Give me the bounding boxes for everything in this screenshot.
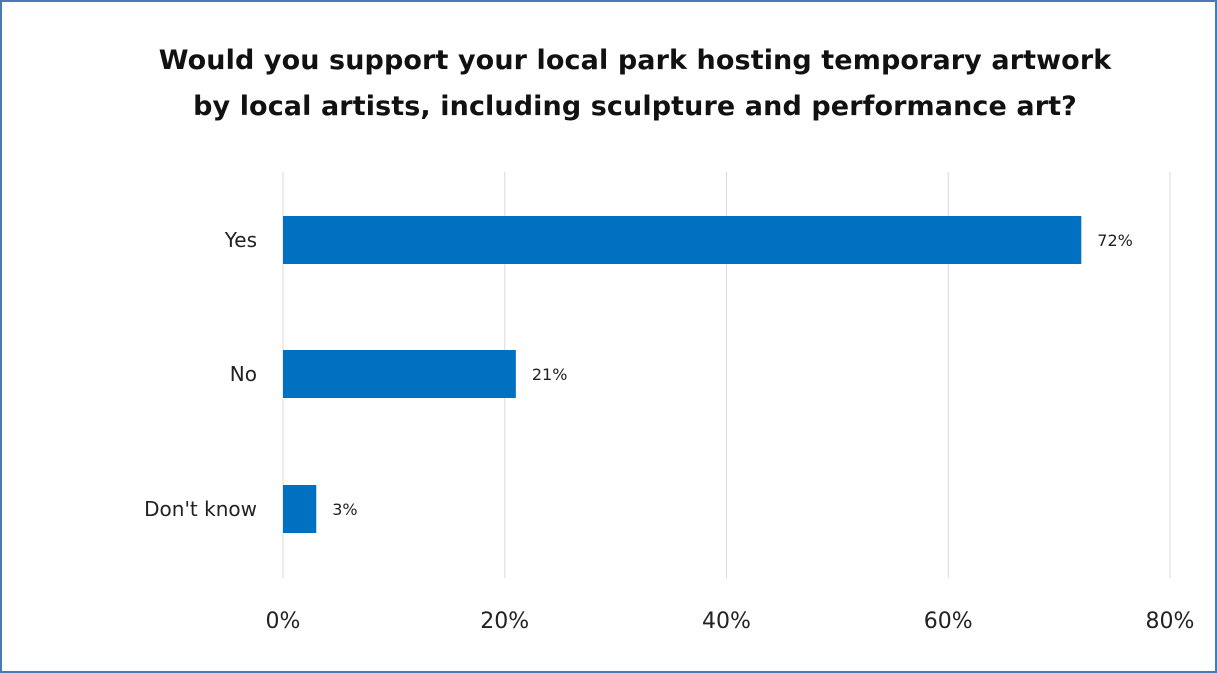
x-tick-label-1: 20% xyxy=(480,609,529,634)
x-tick-label-3: 60% xyxy=(924,609,973,634)
value-label-0: 72% xyxy=(1097,231,1133,250)
x-tick-label-0: 0% xyxy=(266,609,301,634)
x-tick-label-2: 40% xyxy=(702,609,751,634)
x-tick-label-4: 80% xyxy=(1146,609,1195,634)
category-label-2: Don't know xyxy=(144,497,257,521)
bar-0 xyxy=(283,216,1082,264)
chart-title-line-1: Would you support your local park hostin… xyxy=(158,45,1112,76)
bar-2 xyxy=(283,485,317,533)
value-label-1: 21% xyxy=(532,365,568,384)
chart-title-line-2: by local artists, including sculpture an… xyxy=(193,91,1077,122)
category-label-1: No xyxy=(230,362,257,386)
value-label-2: 3% xyxy=(332,500,357,519)
chart-title: Would you support your local park hostin… xyxy=(0,38,1217,130)
bar-1 xyxy=(283,350,516,398)
category-label-0: Yes xyxy=(224,228,257,252)
